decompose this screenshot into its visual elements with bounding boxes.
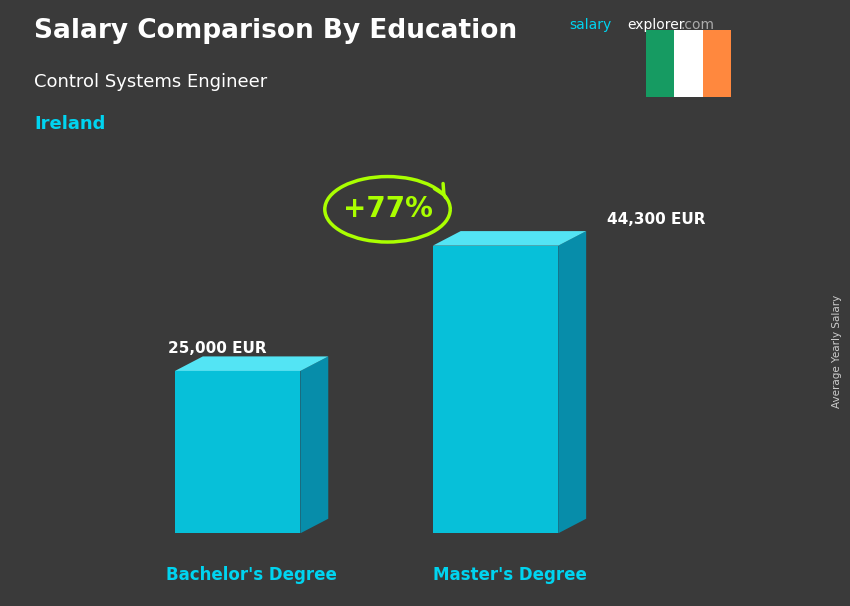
Text: salary: salary (570, 18, 612, 32)
Text: Ireland: Ireland (34, 115, 105, 133)
Text: +77%: +77% (343, 195, 433, 223)
Polygon shape (300, 356, 328, 533)
Polygon shape (558, 231, 586, 533)
Text: 25,000 EUR: 25,000 EUR (168, 341, 267, 356)
Text: .com: .com (681, 18, 715, 32)
Text: Bachelor's Degree: Bachelor's Degree (166, 566, 337, 584)
Text: 44,300 EUR: 44,300 EUR (607, 213, 706, 227)
Polygon shape (433, 231, 586, 245)
Text: Control Systems Engineer: Control Systems Engineer (34, 73, 267, 91)
Text: Average Yearly Salary: Average Yearly Salary (832, 295, 842, 408)
Bar (646, 30, 674, 97)
Polygon shape (175, 356, 328, 371)
Text: Salary Comparison By Education: Salary Comparison By Education (34, 18, 517, 44)
Polygon shape (433, 245, 558, 533)
Text: explorer: explorer (627, 18, 685, 32)
Bar (703, 30, 731, 97)
Text: Master's Degree: Master's Degree (433, 566, 586, 584)
Bar (674, 30, 703, 97)
Polygon shape (175, 371, 300, 533)
